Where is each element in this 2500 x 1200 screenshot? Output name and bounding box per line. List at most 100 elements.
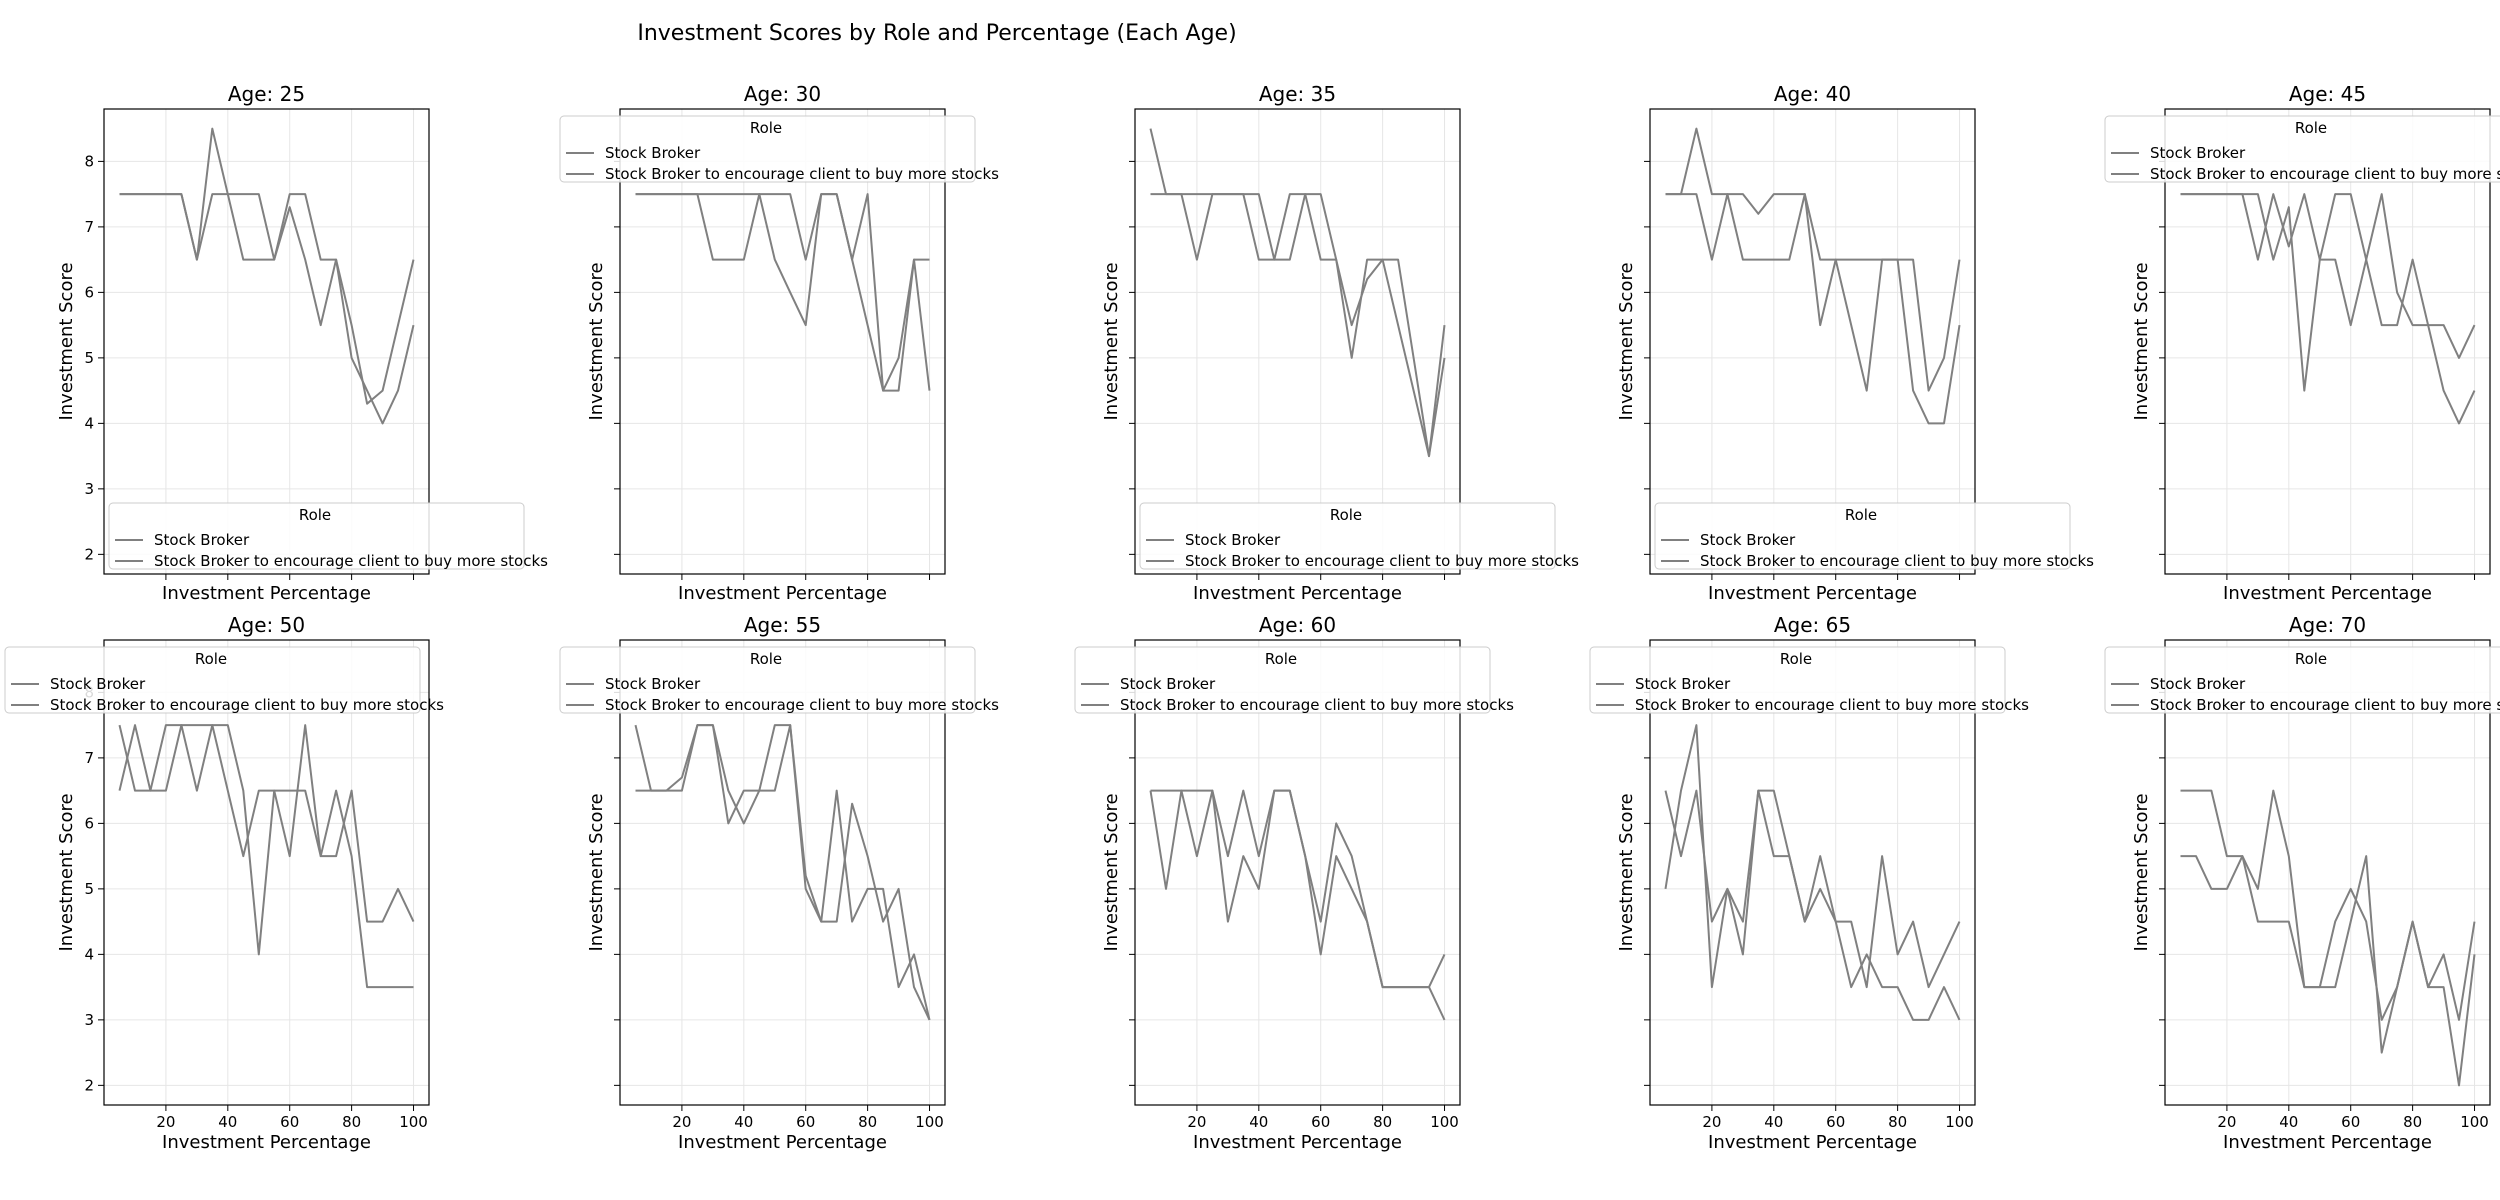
legend-box: [1589, 646, 2006, 714]
x-tick-label: 40: [218, 1113, 237, 1131]
panel-title: Age: 60: [1259, 613, 1336, 637]
x-tick-label: 60: [1311, 1113, 1330, 1131]
x-tick-label: 80: [858, 1113, 877, 1131]
legend-entry: Stock Broker: [1120, 675, 1216, 693]
y-axis-label: Investment Score: [1101, 262, 1122, 420]
legend-entry: Stock Broker to encourage client to buy …: [605, 696, 999, 714]
y-tick-label: 4: [84, 945, 94, 963]
y-tick-label: 7: [84, 749, 94, 767]
legend-title: Role: [1265, 650, 1297, 668]
y-tick-label: 3: [84, 480, 94, 498]
y-tick-label: 5: [84, 880, 94, 898]
panel-9: 20 40 60 80 100 Age: 65 Investment Percentage I…: [1589, 613, 2029, 1153]
legend-box: [559, 646, 976, 714]
legend: Role Stock Broker Stock Broker to encourag…: [1139, 502, 1579, 570]
y-tick-label: 2: [84, 1076, 94, 1094]
y-tick-label: 7: [84, 218, 94, 236]
panel-title: Age: 50: [228, 613, 305, 637]
legend: Role Stock Broker Stock Broker to encourag…: [2104, 646, 2500, 714]
panel-title: Age: 25: [228, 82, 305, 106]
legend-entry: Stock Broker to encourage client to buy …: [1635, 696, 2029, 714]
panel-3: Age: 35 Investment Percentage Investment S…: [1101, 82, 1579, 604]
legend-entry: Stock Broker: [50, 675, 146, 693]
legend-title: Role: [1845, 506, 1877, 524]
x-tick-label: 100: [2460, 1113, 2489, 1131]
legend-box: [2104, 646, 2500, 714]
y-axis-label: Investment Score: [56, 262, 77, 420]
y-axis-label: Investment Score: [586, 262, 607, 420]
legend-entry: Stock Broker to encourage client to buy …: [1185, 552, 1579, 570]
series-line-2: [118, 724, 414, 989]
legend: Role Stock Broker Stock Broker to encourag…: [108, 502, 548, 570]
legend-title: Role: [299, 506, 331, 524]
legend-box: [108, 502, 525, 570]
y-axis-label: Investment Score: [56, 793, 77, 951]
series-line-1: [1149, 128, 1446, 458]
plot-frame: [1649, 108, 1976, 575]
x-tick-label: 20: [1187, 1113, 1206, 1131]
legend-entry: Stock Broker: [605, 675, 701, 693]
panels: 2 3 4 5 6 7 8 Age: 25 Investment Percentage Inves…: [4, 82, 2500, 1153]
x-tick-label: 100: [915, 1113, 944, 1131]
plot-frame: [1134, 108, 1461, 575]
x-tick-label: 40: [2279, 1113, 2298, 1131]
plot-frame: [103, 639, 430, 1106]
x-tick-label: 100: [1430, 1113, 1459, 1131]
legend-entry: Stock Broker to encourage client to buy …: [2150, 696, 2500, 714]
panel-1: 2 3 4 5 6 7 8 Age: 25 Investment Percentage Inves…: [56, 82, 548, 604]
x-tick-label: 100: [1945, 1113, 1974, 1131]
plot-frame: [2164, 639, 2491, 1106]
panel-5: Age: 45 Investment Percentage Investment S…: [2104, 82, 2500, 604]
legend-entry: Stock Broker: [154, 531, 250, 549]
panel-2: Age: 30 Investment Percentage Investment S…: [559, 82, 999, 604]
y-tick-label: 3: [84, 1011, 94, 1029]
panel-title: Age: 70: [2289, 613, 2366, 637]
plot-frame: [2164, 108, 2491, 575]
legend: Role Stock Broker Stock Broker to encourag…: [2104, 115, 2500, 183]
x-tick-label: 20: [156, 1113, 175, 1131]
x-tick-label: 60: [796, 1113, 815, 1131]
series-line-2: [2180, 193, 2476, 425]
x-tick-label: 40: [1764, 1113, 1783, 1131]
y-tick-label: 2: [84, 545, 94, 563]
series-line-1: [118, 724, 415, 956]
y-tick-label: 4: [84, 414, 94, 432]
legend-entry: Stock Broker to encourage client to buy …: [50, 696, 444, 714]
x-tick-label: 20: [2217, 1113, 2236, 1131]
x-tick-label: 60: [280, 1113, 299, 1131]
y-axis-label: Investment Score: [2131, 793, 2152, 951]
x-axis-label: Investment Percentage: [2223, 583, 2432, 604]
x-tick-label: 20: [1702, 1113, 1721, 1131]
legend-entry: Stock Broker to encourage client to buy …: [2150, 165, 2500, 183]
legend-entry: Stock Broker to encourage client to buy …: [1120, 696, 1514, 714]
x-axis-label: Investment Percentage: [1193, 583, 1402, 604]
plot-frame: [103, 108, 430, 575]
plot-frame: [1649, 639, 1976, 1106]
legend-entry: Stock Broker: [2150, 675, 2246, 693]
legend-title: Role: [1780, 650, 1812, 668]
legend-title: Role: [2295, 119, 2327, 137]
y-axis-label: Investment Score: [586, 793, 607, 951]
figure-title: Investment Scores by Role and Percentage…: [637, 21, 1236, 46]
legend-box: [559, 115, 976, 183]
x-axis-label: Investment Percentage: [678, 583, 887, 604]
series-line-2: [1665, 193, 1961, 425]
legend-entry: Stock Broker: [1700, 531, 1796, 549]
panel-title: Age: 65: [1774, 613, 1851, 637]
panel-7: 20 40 60 80 100 Age: 55 Investment Percentage I…: [559, 613, 999, 1153]
panel-title: Age: 35: [1259, 82, 1336, 106]
series-line-2: [2180, 789, 2476, 1087]
legend-entry: Stock Broker: [2150, 144, 2246, 162]
x-axis-label: Investment Percentage: [2223, 1132, 2432, 1153]
y-axis-label: Investment Score: [1616, 262, 1637, 420]
x-tick-label: 80: [1888, 1113, 1907, 1131]
x-tick-label: 40: [734, 1113, 753, 1131]
series-line-2: [635, 193, 931, 392]
panel-8: 20 40 60 80 100 Age: 60 Investment Percentage I…: [1074, 613, 1514, 1153]
x-axis-label: Investment Percentage: [1708, 583, 1917, 604]
legend: Role Stock Broker Stock Broker to encourag…: [1074, 646, 1514, 714]
series-line-1: [634, 724, 931, 1021]
legend: Role Stock Broker Stock Broker to encourag…: [4, 646, 444, 714]
x-tick-label: 80: [2403, 1113, 2422, 1131]
